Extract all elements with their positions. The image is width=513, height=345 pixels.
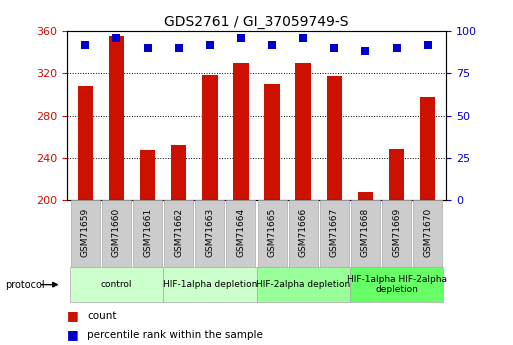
Bar [202, 76, 218, 200]
Text: GSM71663: GSM71663 [205, 207, 214, 257]
Text: GSM71664: GSM71664 [236, 207, 245, 257]
Title: GDS2761 / GI_37059749-S: GDS2761 / GI_37059749-S [164, 14, 349, 29]
Point [144, 45, 152, 51]
Text: protocol: protocol [5, 280, 45, 289]
Point [81, 42, 89, 47]
Point [112, 35, 121, 41]
Text: GSM71665: GSM71665 [268, 207, 277, 257]
Bar [358, 192, 373, 200]
Text: GSM71669: GSM71669 [392, 207, 401, 257]
Bar [171, 145, 187, 200]
Text: GSM71660: GSM71660 [112, 207, 121, 257]
Text: GSM71667: GSM71667 [330, 207, 339, 257]
Bar [77, 86, 93, 200]
Text: GSM71670: GSM71670 [423, 207, 432, 257]
Text: count: count [87, 311, 117, 321]
Bar [326, 77, 342, 200]
Bar [233, 63, 249, 200]
Point [206, 42, 214, 47]
Bar [264, 84, 280, 200]
Point [392, 45, 401, 51]
Text: percentile rank within the sample: percentile rank within the sample [87, 330, 263, 339]
Text: GSM71661: GSM71661 [143, 207, 152, 257]
Text: GSM71659: GSM71659 [81, 207, 90, 257]
Bar [420, 97, 436, 200]
Point [174, 45, 183, 51]
Bar [109, 36, 124, 200]
Text: HIF-1alpha depletion: HIF-1alpha depletion [163, 280, 257, 289]
Bar [389, 149, 404, 200]
Text: HIF-2alpha depletion: HIF-2alpha depletion [256, 280, 350, 289]
Text: ■: ■ [67, 328, 78, 341]
Text: GSM71666: GSM71666 [299, 207, 308, 257]
Bar [295, 63, 311, 200]
Point [299, 35, 307, 41]
Text: ■: ■ [67, 309, 78, 322]
Text: GSM71668: GSM71668 [361, 207, 370, 257]
Point [268, 42, 276, 47]
Bar [140, 150, 155, 200]
Point [361, 49, 369, 54]
Point [237, 35, 245, 41]
Text: control: control [101, 280, 132, 289]
Point [330, 45, 339, 51]
Point [424, 42, 432, 47]
Text: GSM71662: GSM71662 [174, 207, 183, 257]
Text: HIF-1alpha HIF-2alpha
depletion: HIF-1alpha HIF-2alpha depletion [346, 275, 446, 294]
